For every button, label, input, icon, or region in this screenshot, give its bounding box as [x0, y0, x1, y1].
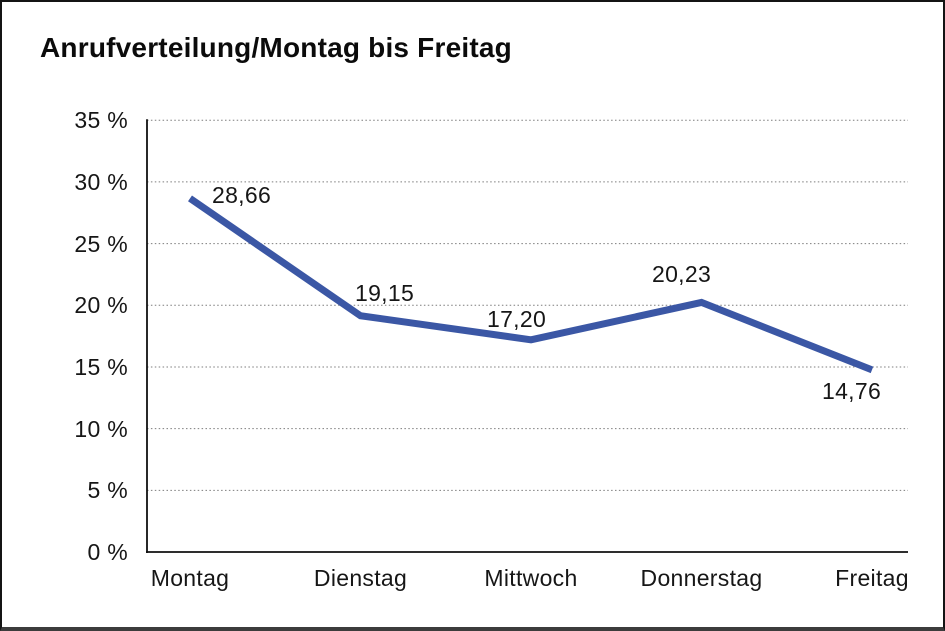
y-tick-label: 35 % — [74, 107, 128, 134]
x-category-label: Montag — [150, 565, 230, 591]
data-point-label: 28,66 — [212, 182, 272, 208]
y-tick-label: 30 % — [74, 168, 128, 195]
y-tick-label: 0 % — [87, 539, 128, 565]
data-point-label: 17,20 — [487, 306, 547, 332]
chart-title: Anrufverteilung/Montag bis Freitag — [40, 32, 512, 63]
series-line — [188, 195, 874, 374]
data-point-label: 19,15 — [355, 280, 415, 306]
data-point-label: 20,23 — [652, 261, 712, 287]
x-category-label: Freitag — [835, 565, 909, 591]
x-category-label: Dienstag — [313, 565, 408, 591]
data-point-label: 14,76 — [822, 378, 882, 404]
x-category-label: Donnerstag — [640, 565, 763, 591]
x-category-label: Mittwoch — [484, 565, 578, 591]
y-tick-label: 20 % — [74, 292, 128, 319]
y-tick-label: 15 % — [74, 353, 128, 380]
y-tick-label: 10 % — [74, 415, 128, 442]
y-tick-label: 5 % — [87, 477, 128, 504]
y-tick-label: 25 % — [74, 230, 128, 257]
